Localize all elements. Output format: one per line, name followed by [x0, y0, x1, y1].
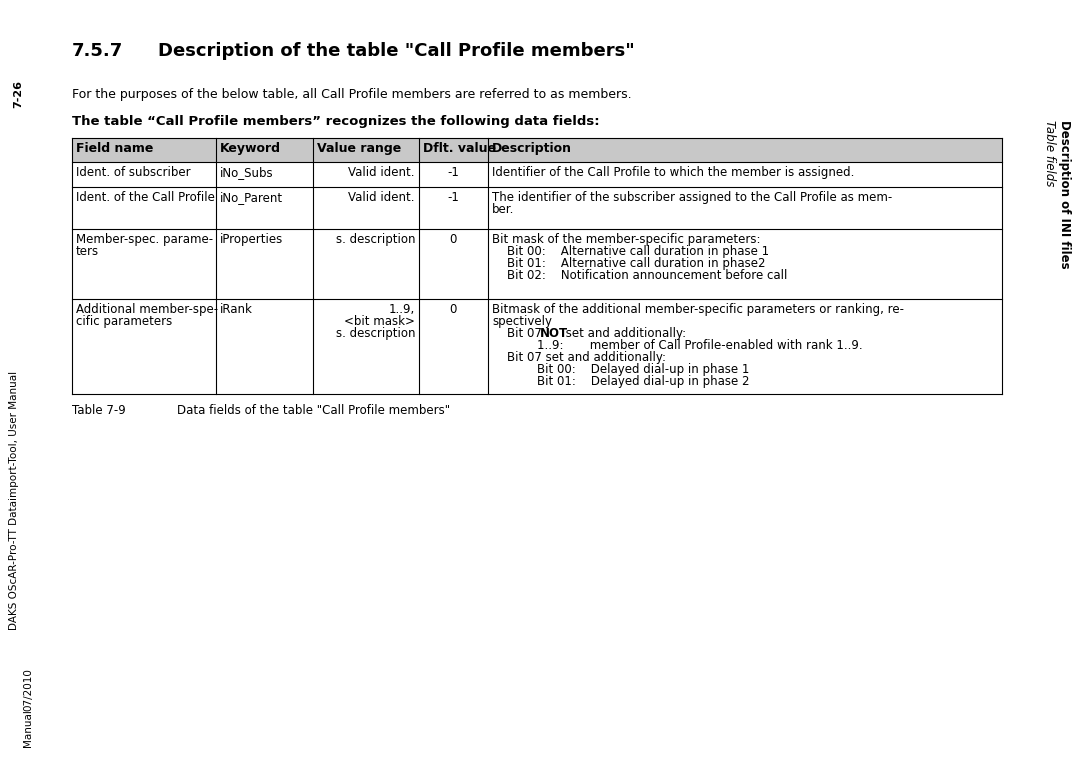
Text: NOT: NOT — [540, 327, 568, 340]
Text: Valid ident.: Valid ident. — [349, 191, 415, 204]
Text: Description of the table "Call Profile members": Description of the table "Call Profile m… — [158, 42, 635, 60]
Text: -1: -1 — [447, 191, 459, 204]
Text: Value range: Value range — [318, 142, 402, 155]
Text: Keyword: Keyword — [220, 142, 281, 155]
Text: Bit 01:    Alternative call duration in phase2: Bit 01: Alternative call duration in pha… — [492, 257, 766, 270]
Text: For the purposes of the below table, all Call Profile members are referred to as: For the purposes of the below table, all… — [72, 88, 632, 101]
Text: 7-26: 7-26 — [13, 80, 23, 108]
Text: Additional member-spe-: Additional member-spe- — [76, 303, 218, 316]
Text: Bit 00:    Alternative call duration in phase 1: Bit 00: Alternative call duration in pha… — [492, 245, 769, 258]
Text: Description: Description — [492, 142, 572, 155]
Text: 1..9,: 1..9, — [389, 303, 415, 316]
Text: The identifier of the subscriber assigned to the Call Profile as mem-: The identifier of the subscriber assigne… — [492, 191, 892, 204]
Text: iNo_Parent: iNo_Parent — [220, 191, 283, 204]
Text: -1: -1 — [447, 166, 459, 179]
Text: Bit 07 set and additionally:: Bit 07 set and additionally: — [492, 351, 666, 364]
Text: Bit 01:    Delayed dial-up in phase 2: Bit 01: Delayed dial-up in phase 2 — [492, 375, 750, 388]
Text: ters: ters — [76, 245, 99, 258]
Text: Dflt. value: Dflt. value — [423, 142, 496, 155]
Text: Bitmask of the additional member-specific parameters or ranking, re-: Bitmask of the additional member-specifi… — [492, 303, 904, 316]
Text: 1..9:       member of Call Profile-enabled with rank 1..9.: 1..9: member of Call Profile-enabled wit… — [492, 339, 863, 352]
Text: Member-spec. parame-: Member-spec. parame- — [76, 233, 213, 246]
Text: Ident. of subscriber: Ident. of subscriber — [76, 166, 191, 179]
Text: Bit 02:    Notification announcement before call: Bit 02: Notification announcement before… — [492, 269, 787, 282]
Text: s. description: s. description — [336, 233, 415, 246]
Text: 0: 0 — [449, 303, 457, 316]
Bar — [72, 138, 1002, 162]
Text: s. description: s. description — [336, 327, 415, 340]
Text: ber.: ber. — [492, 203, 514, 216]
Text: iProperties: iProperties — [220, 233, 283, 246]
Text: 07/2010: 07/2010 — [23, 668, 33, 711]
Text: Bit mask of the member-specific parameters:: Bit mask of the member-specific paramete… — [492, 233, 760, 246]
Text: set and additionally:: set and additionally: — [562, 327, 686, 340]
Text: cific parameters: cific parameters — [76, 315, 172, 328]
Text: Data fields of the table "Call Profile members": Data fields of the table "Call Profile m… — [177, 404, 450, 417]
Text: Identifier of the Call Profile to which the member is assigned.: Identifier of the Call Profile to which … — [492, 166, 854, 179]
Text: Manual: Manual — [23, 709, 33, 747]
Text: Table 7-9: Table 7-9 — [72, 404, 125, 417]
Text: spectively: spectively — [492, 315, 552, 328]
Text: Valid ident.: Valid ident. — [349, 166, 415, 179]
Text: <bit mask>: <bit mask> — [345, 315, 415, 328]
Text: 0: 0 — [449, 233, 457, 246]
Text: iNo_Subs: iNo_Subs — [220, 166, 273, 179]
Text: Ident. of the Call Profile: Ident. of the Call Profile — [76, 191, 215, 204]
Text: DAKS OScAR-Pro-TT Dataimport-Tool, User Manual: DAKS OScAR-Pro-TT Dataimport-Tool, User … — [9, 371, 19, 629]
Text: Bit 00:    Delayed dial-up in phase 1: Bit 00: Delayed dial-up in phase 1 — [492, 363, 750, 376]
Text: Table fields: Table fields — [1043, 120, 1056, 186]
Text: Bit 07: Bit 07 — [492, 327, 545, 340]
Text: Field name: Field name — [76, 142, 153, 155]
Text: iRank: iRank — [220, 303, 253, 316]
Text: 7.5.7: 7.5.7 — [72, 42, 123, 60]
Text: The table “Call Profile members” recognizes the following data fields:: The table “Call Profile members” recogni… — [72, 115, 599, 128]
Text: Description of INI files: Description of INI files — [1058, 120, 1071, 269]
